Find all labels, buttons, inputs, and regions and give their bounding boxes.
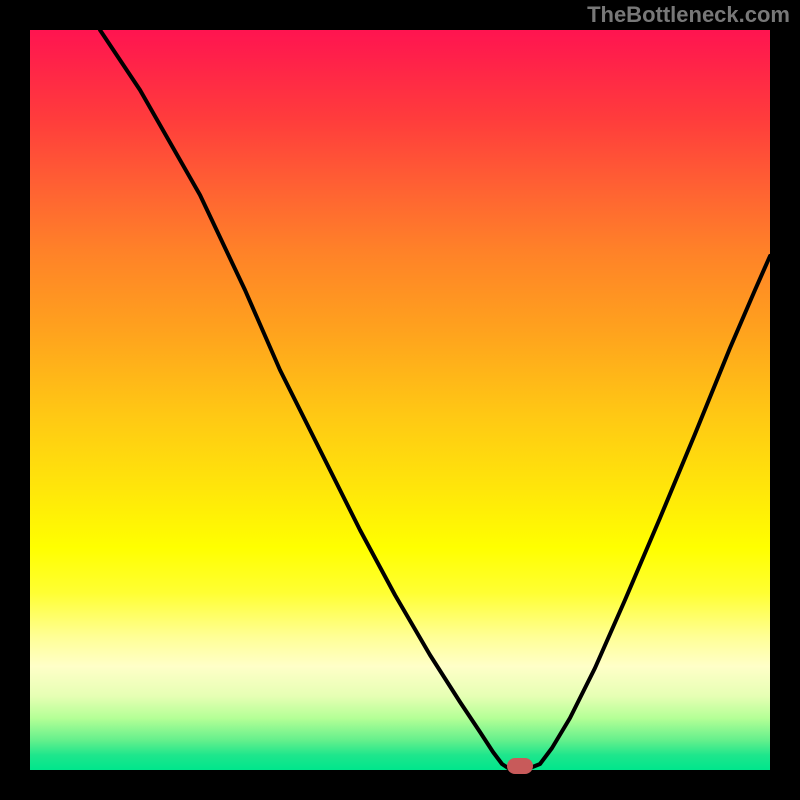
curve-path bbox=[100, 30, 770, 768]
chart-frame: TheBottleneck.com bbox=[0, 0, 800, 800]
bottleneck-curve bbox=[30, 30, 770, 770]
optimal-marker bbox=[507, 758, 533, 774]
watermark-text: TheBottleneck.com bbox=[587, 2, 790, 28]
plot-area bbox=[30, 30, 770, 770]
